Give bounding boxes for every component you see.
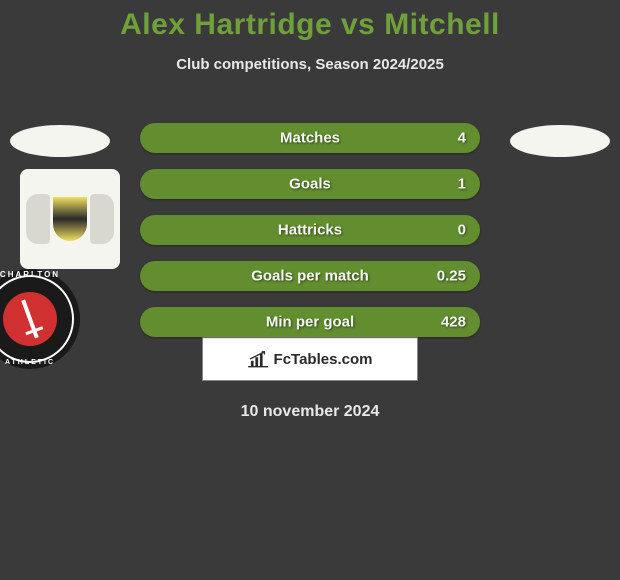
stat-value: 1 <box>458 176 466 193</box>
badge-wing-icon <box>90 194 114 244</box>
left-ellipse <box>10 125 110 157</box>
stat-label: Matches <box>280 130 340 147</box>
comparison-area: CHARLTON ATHLETIC Matches 4 Goals 1 Hatt… <box>0 105 620 325</box>
stat-row-goals-per-match: Goals per match 0.25 <box>140 261 480 291</box>
stat-value: 428 <box>441 314 466 331</box>
stat-row-goals: Goals 1 <box>140 169 480 199</box>
stat-row-hattricks: Hattricks 0 <box>140 215 480 245</box>
page-title: Alex Hartridge vs Mitchell <box>0 8 620 42</box>
badge-text-top: CHARLTON <box>0 270 80 279</box>
subtitle: Club competitions, Season 2024/2025 <box>0 56 620 73</box>
attribution-text: FcTables.com <box>274 351 373 368</box>
stat-row-matches: Matches 4 <box>140 123 480 153</box>
badge-inner-circle <box>3 292 57 346</box>
stat-label: Goals per match <box>251 268 369 285</box>
sword-icon <box>21 300 38 339</box>
stat-value: 4 <box>458 130 466 147</box>
infographic-container: Alex Hartridge vs Mitchell Club competit… <box>0 0 620 421</box>
stat-value: 0.25 <box>437 268 466 285</box>
stat-label: Min per goal <box>266 314 354 331</box>
right-ellipse <box>510 125 610 157</box>
stat-row-min-per-goal: Min per goal 428 <box>140 307 480 337</box>
team-badge-right: CHARLTON ATHLETIC <box>0 269 80 369</box>
team-badge-left <box>20 169 120 269</box>
stat-rows: Matches 4 Goals 1 Hattricks 0 Goals per … <box>140 123 480 353</box>
stat-label: Hattricks <box>278 222 342 239</box>
badge-text-bottom: ATHLETIC <box>0 359 80 366</box>
date-text: 10 november 2024 <box>0 403 620 421</box>
stat-label: Goals <box>289 176 331 193</box>
stat-value: 0 <box>458 222 466 239</box>
